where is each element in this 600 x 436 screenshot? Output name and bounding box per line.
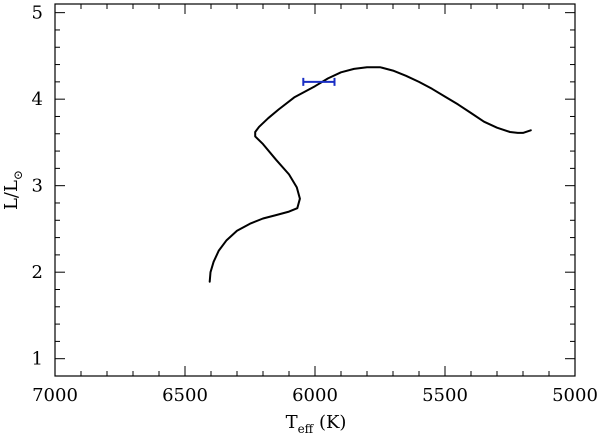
x-axis-label-unit: (K)	[313, 412, 346, 433]
x-tick-label: 6500	[162, 385, 208, 406]
evolutionary-track-line	[208, 66, 532, 283]
y-tick-label: 5	[32, 3, 43, 24]
y-tick-label: 1	[32, 349, 43, 370]
x-axis-label: Teff (K)	[286, 412, 347, 436]
x-tick-label: 6000	[292, 385, 338, 406]
plot-area	[208, 66, 532, 283]
x-tick-label: 5500	[422, 385, 468, 406]
y-axis-label: L/L⊙	[1, 170, 25, 210]
x-axis-label-subscript: eff	[298, 422, 315, 436]
plot-frame	[54, 3, 576, 377]
axes: 7000 6500 6000 5500 5000 1 2 3 4 5	[32, 3, 598, 406]
y-tick-label: 4	[32, 89, 43, 110]
y-tick-label: 3	[32, 176, 43, 197]
y-axis-label-sun-symbol: ⊙	[11, 170, 25, 180]
y-axis-label-main: L/L	[1, 180, 22, 210]
error-bar	[302, 77, 336, 86]
y-tick-label: 2	[32, 262, 43, 283]
x-tick-label: 7000	[32, 385, 78, 406]
x-axis-label-main: T	[286, 412, 298, 433]
x-tick-label: 5000	[552, 385, 598, 406]
